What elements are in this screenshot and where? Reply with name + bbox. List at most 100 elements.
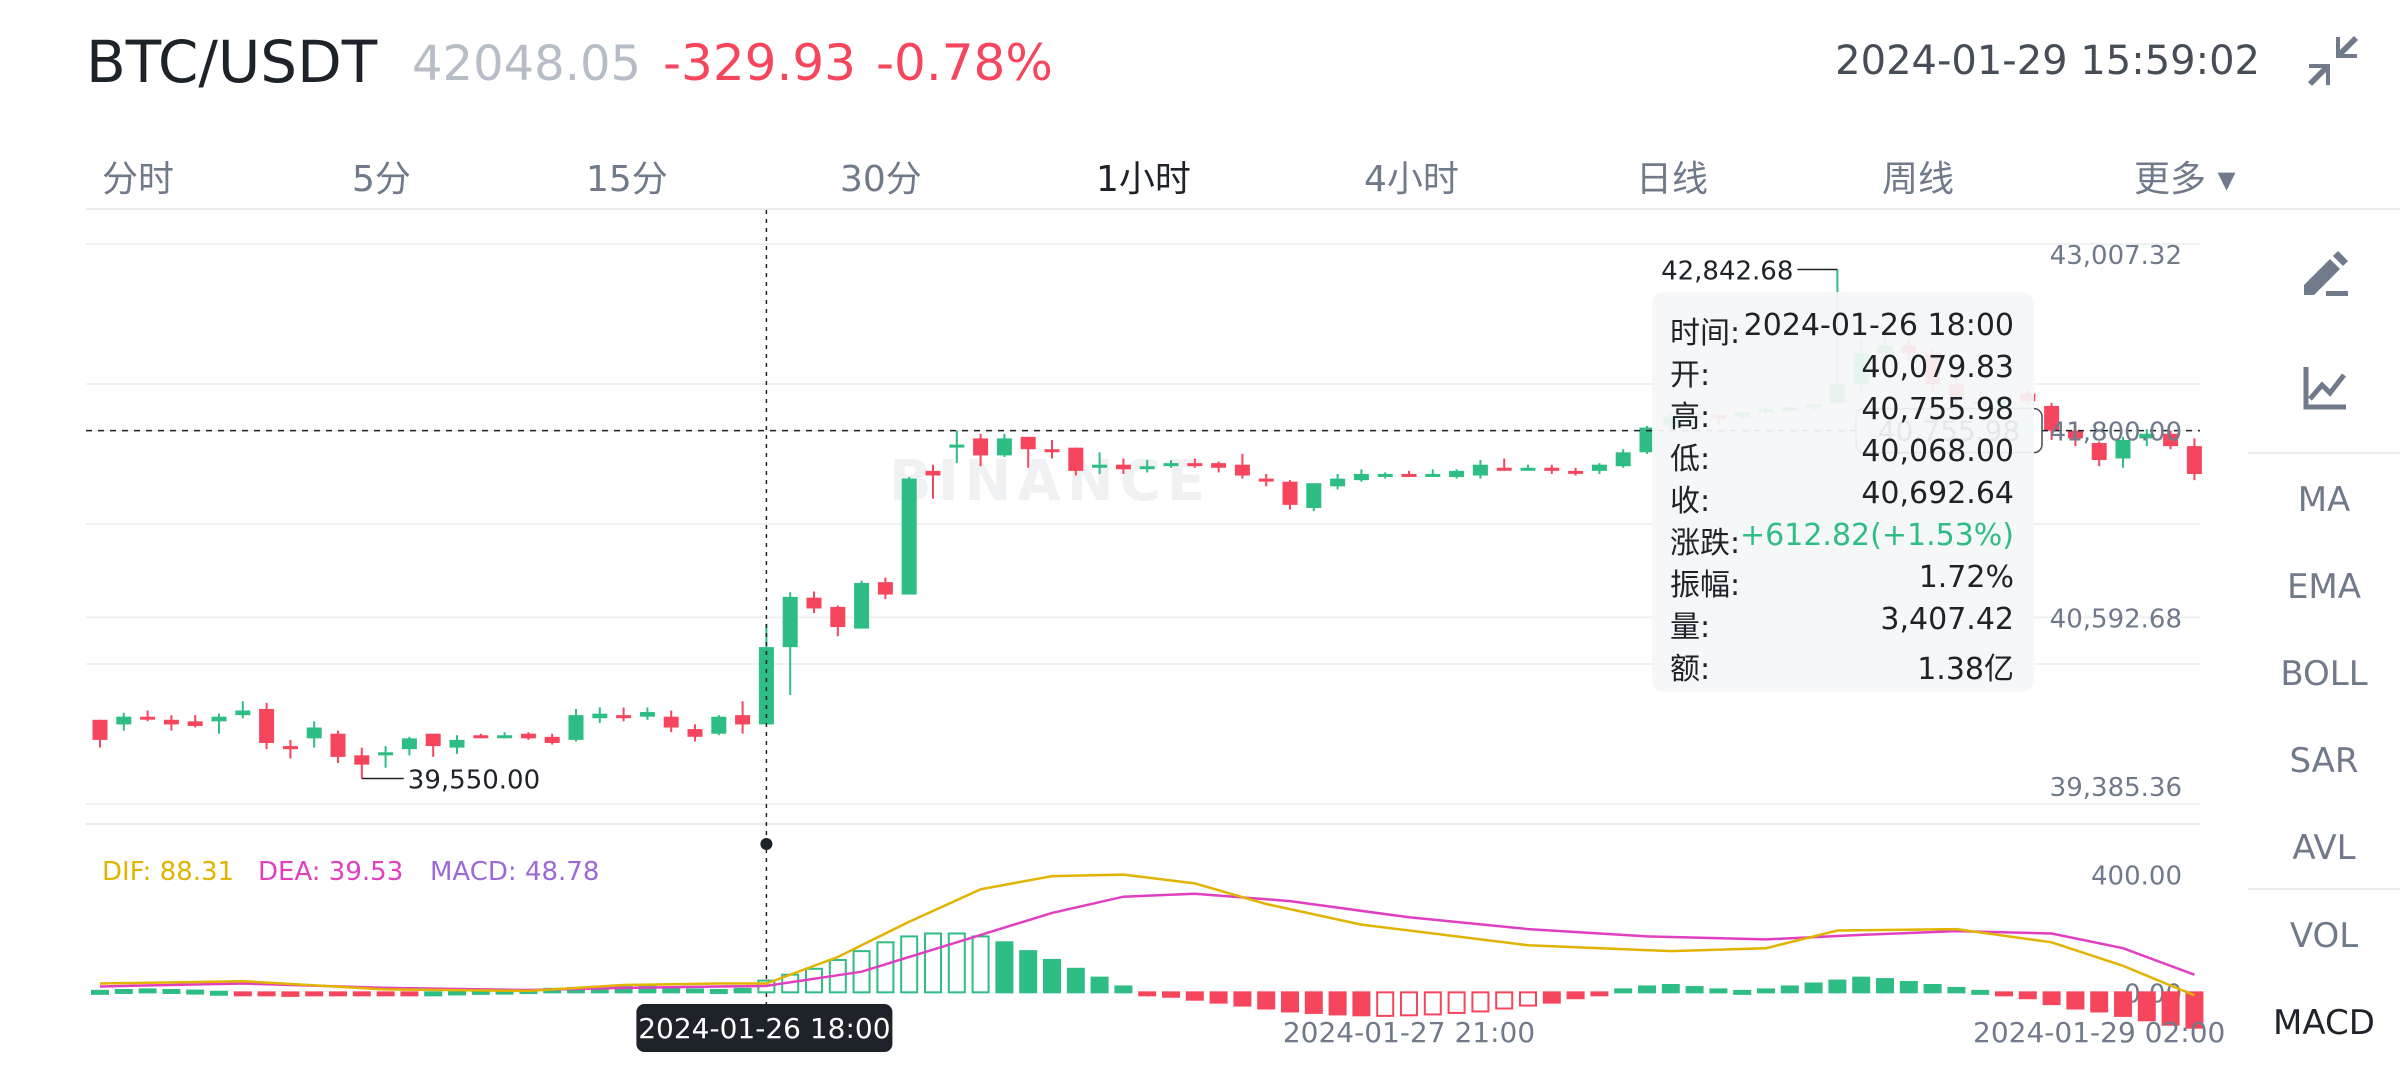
macd-bar — [1043, 958, 1061, 994]
tab-4h[interactable]: 4小时 — [1364, 159, 1459, 200]
macd-dea-line — [99, 892, 2195, 992]
macd-bar — [305, 991, 324, 997]
candle-body — [1639, 427, 1655, 453]
candle — [187, 715, 203, 728]
candle — [1163, 460, 1179, 468]
candle-body — [520, 733, 536, 739]
macd-bar — [448, 990, 466, 996]
tab-more[interactable]: 更多 ▾ — [2134, 159, 2236, 200]
tooltip-row-volume: 量: 3,407.42 — [1670, 602, 2014, 645]
candle — [449, 735, 465, 754]
tooltip-row-open: 开: 40,079.83 — [1670, 350, 2014, 393]
interval-tabs: 分时 5分 15分 30分 1小时 4小时 日线 周线 更多 ▾ — [0, 140, 2240, 210]
indicator-vol[interactable]: VOL — [2289, 916, 2359, 956]
macd-bar — [1281, 991, 1299, 1013]
candle-body — [92, 719, 108, 740]
candle — [1591, 463, 1607, 474]
candle-body — [639, 712, 655, 717]
candle-body — [2139, 433, 2155, 439]
candle — [163, 715, 179, 731]
draw-pen-icon[interactable] — [2274, 238, 2374, 308]
tooltip-label: 涨跌: — [1670, 526, 1741, 561]
candle — [306, 721, 322, 748]
candle-body — [306, 727, 322, 739]
candle-body — [425, 733, 441, 747]
x-axis-label: 2024-01-27 21:00 — [1283, 1016, 1535, 1049]
candle-body — [544, 736, 560, 743]
macd-bar — [900, 935, 919, 994]
price-axis-label: 43,007.32 — [2050, 241, 2182, 271]
candle — [711, 715, 727, 736]
candle-body — [1020, 436, 1036, 450]
candle — [639, 707, 655, 720]
macd-bar — [924, 932, 942, 994]
candle-body — [1425, 473, 1441, 477]
tab-30m[interactable]: 30分 — [840, 159, 922, 200]
macd-bar — [947, 932, 966, 994]
candle — [758, 623, 774, 725]
candle-body — [782, 596, 798, 648]
macd-bar — [1209, 991, 1228, 1004]
indicator-avl[interactable]: AVL — [2292, 828, 2356, 868]
candle — [782, 592, 798, 696]
candle — [116, 712, 132, 731]
price-change-percent: -0.78% — [876, 34, 1053, 92]
candle — [425, 733, 441, 757]
collapse-fullscreen-icon[interactable] — [2306, 34, 2360, 88]
indicator-chart-icon[interactable] — [2274, 354, 2374, 424]
macd-bar — [1114, 985, 1133, 994]
price-change: -329.93 — [663, 34, 856, 92]
candle — [1615, 449, 1631, 468]
tab-1d[interactable]: 日线 — [1636, 159, 1709, 200]
macd-bar — [1304, 991, 1323, 1014]
tab-5m[interactable]: 5分 — [352, 159, 411, 200]
last-price: 42048.05 — [412, 36, 642, 92]
indicator-sar[interactable]: SAR — [2289, 741, 2359, 781]
candle — [2115, 436, 2131, 468]
candle — [1092, 452, 1108, 474]
tooltip-value: 40,755.98 — [1861, 392, 2014, 427]
indicator-ma[interactable]: MA — [2297, 480, 2351, 520]
tab-15m[interactable]: 15分 — [586, 159, 668, 200]
candle-body — [1615, 452, 1631, 467]
tab-time-sharing[interactable]: 分时 — [102, 159, 175, 200]
indicator-boll[interactable]: BOLL — [2280, 654, 2368, 694]
macd-legend-dif: DIF: 88.31 — [102, 857, 234, 887]
candle-body — [1187, 463, 1203, 467]
candle — [497, 732, 513, 739]
candle-body — [378, 752, 394, 756]
macd-bar — [709, 988, 728, 994]
tab-1w[interactable]: 周线 — [1882, 159, 1955, 200]
macd-bar — [1471, 991, 1490, 1013]
candle — [520, 732, 536, 740]
macd-bar — [614, 985, 633, 994]
candle — [925, 464, 941, 499]
indicator-ema[interactable]: EMA — [2286, 567, 2362, 607]
macd-bar — [210, 990, 228, 996]
candle — [1353, 469, 1369, 482]
macd-bar — [2066, 991, 2085, 1010]
macd-bar — [1566, 991, 1585, 1000]
macd-bar — [1709, 988, 1728, 994]
tooltip-value: 40,079.83 — [1861, 350, 2014, 385]
candle-body — [1449, 470, 1465, 478]
macd-bar — [1685, 986, 1704, 994]
tooltip-label: 收: — [1670, 484, 1711, 519]
candle — [1234, 453, 1250, 479]
macd-bar — [1019, 950, 1038, 994]
candle — [1258, 473, 1274, 487]
tab-1h[interactable]: 1小时 — [1096, 159, 1191, 200]
tooltip-row-time: 时间: 2024-01-26 18:00 — [1670, 308, 2014, 351]
tooltip-row-high: 高: 40,755.98 — [1670, 392, 2014, 435]
max-price-label: 42,842.68 — [1661, 256, 1793, 286]
candle — [1211, 461, 1227, 473]
candle-body — [116, 716, 132, 725]
macd-bar — [1947, 986, 1966, 994]
candle-body — [663, 716, 679, 728]
candle — [1496, 458, 1512, 471]
macd-bar — [1542, 991, 1561, 1004]
candle — [1377, 472, 1393, 479]
macd-bar — [1257, 991, 1276, 1010]
indicator-macd[interactable]: MACD — [2273, 1003, 2375, 1043]
macd-bar — [662, 986, 681, 994]
